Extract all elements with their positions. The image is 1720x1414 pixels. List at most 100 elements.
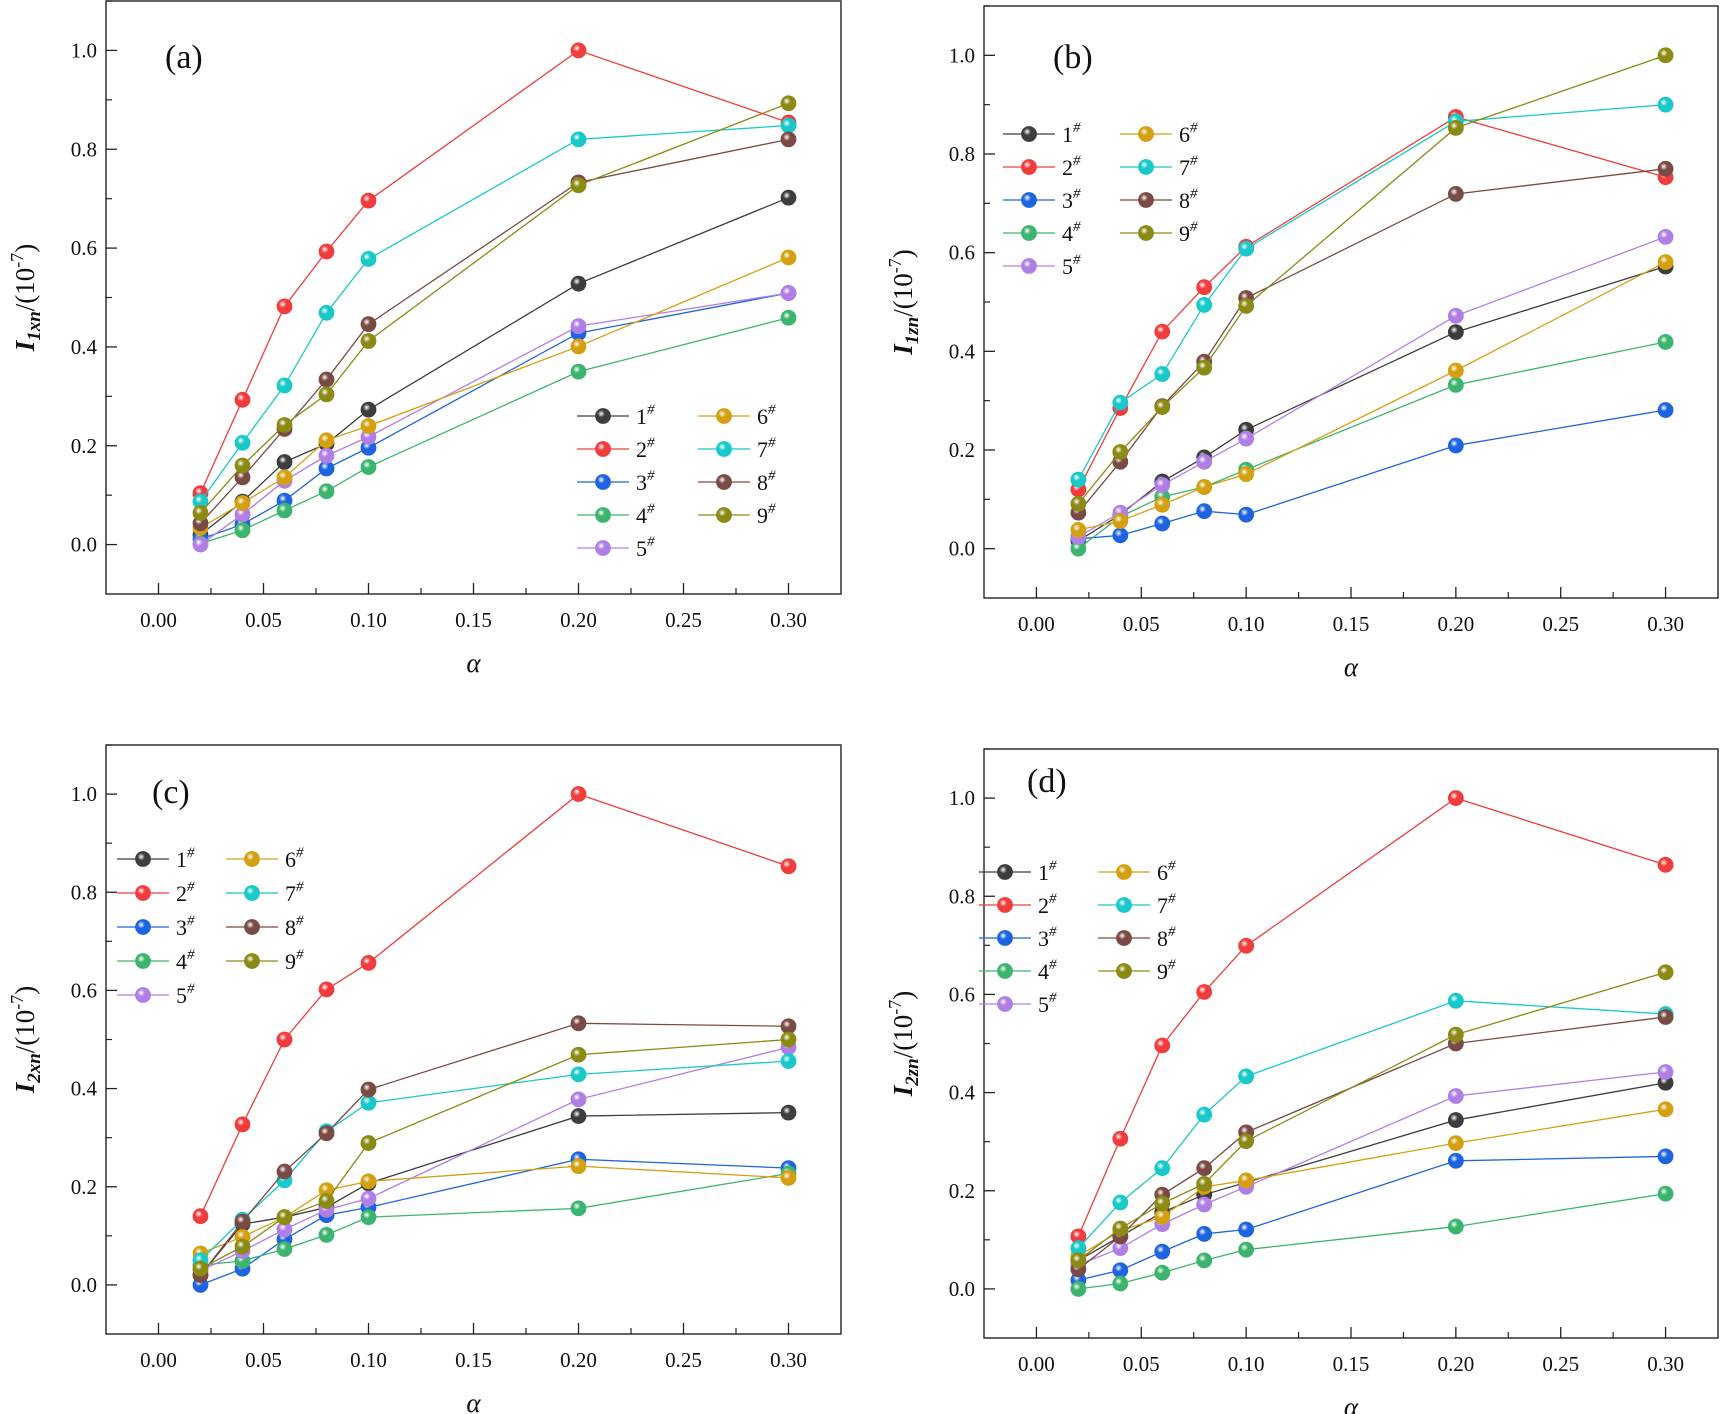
legend-marker xyxy=(1021,126,1037,142)
legend-sup: # xyxy=(647,435,655,451)
data-point xyxy=(1238,240,1255,257)
legend-sup: # xyxy=(1073,153,1081,169)
legend-marker xyxy=(997,963,1013,979)
x-tick-label: 0.25 xyxy=(665,1348,702,1372)
data-point xyxy=(1070,495,1087,512)
legend-marker xyxy=(1116,963,1132,979)
data-point xyxy=(1112,527,1129,544)
data-point xyxy=(570,1066,587,1083)
y-label-sup: -7 xyxy=(885,1000,905,1015)
y-tick-label: 1.0 xyxy=(71,38,97,62)
legend-label: 2# xyxy=(636,435,655,462)
data-point xyxy=(1238,1241,1255,1258)
data-point xyxy=(360,459,377,475)
data-point xyxy=(1447,1026,1464,1043)
legend-name: 8 xyxy=(1157,926,1168,951)
y-tick-label: 0.8 xyxy=(71,880,97,904)
data-point xyxy=(1447,324,1464,340)
y-axis-label: I2xn/(10-7) xyxy=(7,986,45,1095)
data-point xyxy=(276,417,293,433)
y-tick-label: 1.0 xyxy=(949,43,975,67)
legend-label: 7# xyxy=(1179,153,1198,180)
data-point xyxy=(192,536,209,553)
data-point xyxy=(570,786,587,802)
legend-item-2: 2# xyxy=(117,879,195,906)
legend-sup: # xyxy=(1168,957,1176,973)
legend-item-7: 7# xyxy=(1098,891,1176,918)
x-tick-label: 0.05 xyxy=(1123,612,1160,636)
data-point xyxy=(1238,298,1255,314)
legend-label: 1# xyxy=(1038,858,1057,885)
panel-label: (c) xyxy=(152,774,190,811)
data-point xyxy=(360,192,377,209)
legend-name: 8 xyxy=(1179,188,1190,213)
legend-item-3: 3# xyxy=(1003,186,1081,213)
data-point xyxy=(1238,1221,1255,1238)
legend-name: 2 xyxy=(1038,893,1049,918)
legend-marker xyxy=(997,930,1013,946)
legend-item-4: 4# xyxy=(1003,219,1081,246)
chart-panel-d: 0.00 0.05 0.10 0.15 0.20 0.25 0.30 0.0 0.2 0.4 0.6… xyxy=(885,748,1719,1414)
series-line xyxy=(1077,168,1666,514)
y-label-sub: 1zn xyxy=(902,317,923,344)
x-axis-label: α xyxy=(1344,652,1359,682)
data-point xyxy=(192,505,209,521)
data-point xyxy=(1238,506,1255,523)
series-4 xyxy=(192,309,797,552)
data-point xyxy=(1447,376,1464,393)
legend-name: 6 xyxy=(285,847,296,872)
x-tick-label: 0.30 xyxy=(1647,1352,1684,1376)
data-point xyxy=(318,304,335,321)
x-tick-label: 0.20 xyxy=(560,1348,597,1372)
data-point xyxy=(1112,1130,1129,1147)
legend-name: 1 xyxy=(1062,122,1073,147)
legend-sup: # xyxy=(187,879,195,895)
y-label-end: ) xyxy=(888,249,918,258)
legend-name: 4 xyxy=(1062,221,1073,246)
data-point xyxy=(1657,1185,1674,1202)
y-tick-label: 0.8 xyxy=(949,142,975,166)
legend-name: 5 xyxy=(636,536,647,561)
legend-item-1: 1# xyxy=(577,402,655,429)
legend-label: 1# xyxy=(176,845,195,872)
legend-label: 4# xyxy=(636,501,655,528)
legend-sup: # xyxy=(1049,858,1057,874)
legend-name: 2 xyxy=(1062,155,1073,180)
plot-frame xyxy=(105,0,842,595)
series-9 xyxy=(1070,964,1674,1269)
legend-name: 2 xyxy=(176,881,187,906)
legend-name: 8 xyxy=(757,470,768,495)
data-point xyxy=(1112,394,1129,411)
legend-sup: # xyxy=(187,845,195,861)
y-tick-label: 0.6 xyxy=(949,982,975,1006)
legend-name: 9 xyxy=(1157,959,1168,984)
legend-marker xyxy=(135,953,151,969)
legend-marker xyxy=(1138,159,1154,175)
data-point xyxy=(570,1046,587,1063)
legend-marker xyxy=(244,885,260,901)
legend-label: 6# xyxy=(285,845,304,872)
data-point xyxy=(1657,1101,1674,1118)
x-tick-label: 0.00 xyxy=(1018,1352,1055,1376)
legend-label: 5# xyxy=(636,534,655,561)
legend-marker xyxy=(1021,225,1037,241)
y-tick-label: 0.4 xyxy=(71,335,98,359)
y-label-rest: /(10 xyxy=(10,1010,40,1054)
legend-name: 7 xyxy=(757,437,768,462)
legend-name: 3 xyxy=(1038,926,1049,951)
data-point xyxy=(360,1173,377,1190)
data-point xyxy=(1447,437,1464,454)
y-tick-label: 0.4 xyxy=(949,339,976,363)
data-point xyxy=(1154,1037,1171,1054)
legend-marker xyxy=(716,441,732,457)
legend-marker xyxy=(1116,864,1132,880)
legend-item-9: 9# xyxy=(226,947,304,974)
legend-marker xyxy=(595,441,611,457)
legend-name: 5 xyxy=(1038,992,1049,1017)
data-point xyxy=(1657,96,1674,113)
data-point xyxy=(780,1104,797,1121)
legend-label: 5# xyxy=(176,981,195,1008)
data-point xyxy=(276,1241,293,1257)
data-point xyxy=(192,1260,209,1277)
